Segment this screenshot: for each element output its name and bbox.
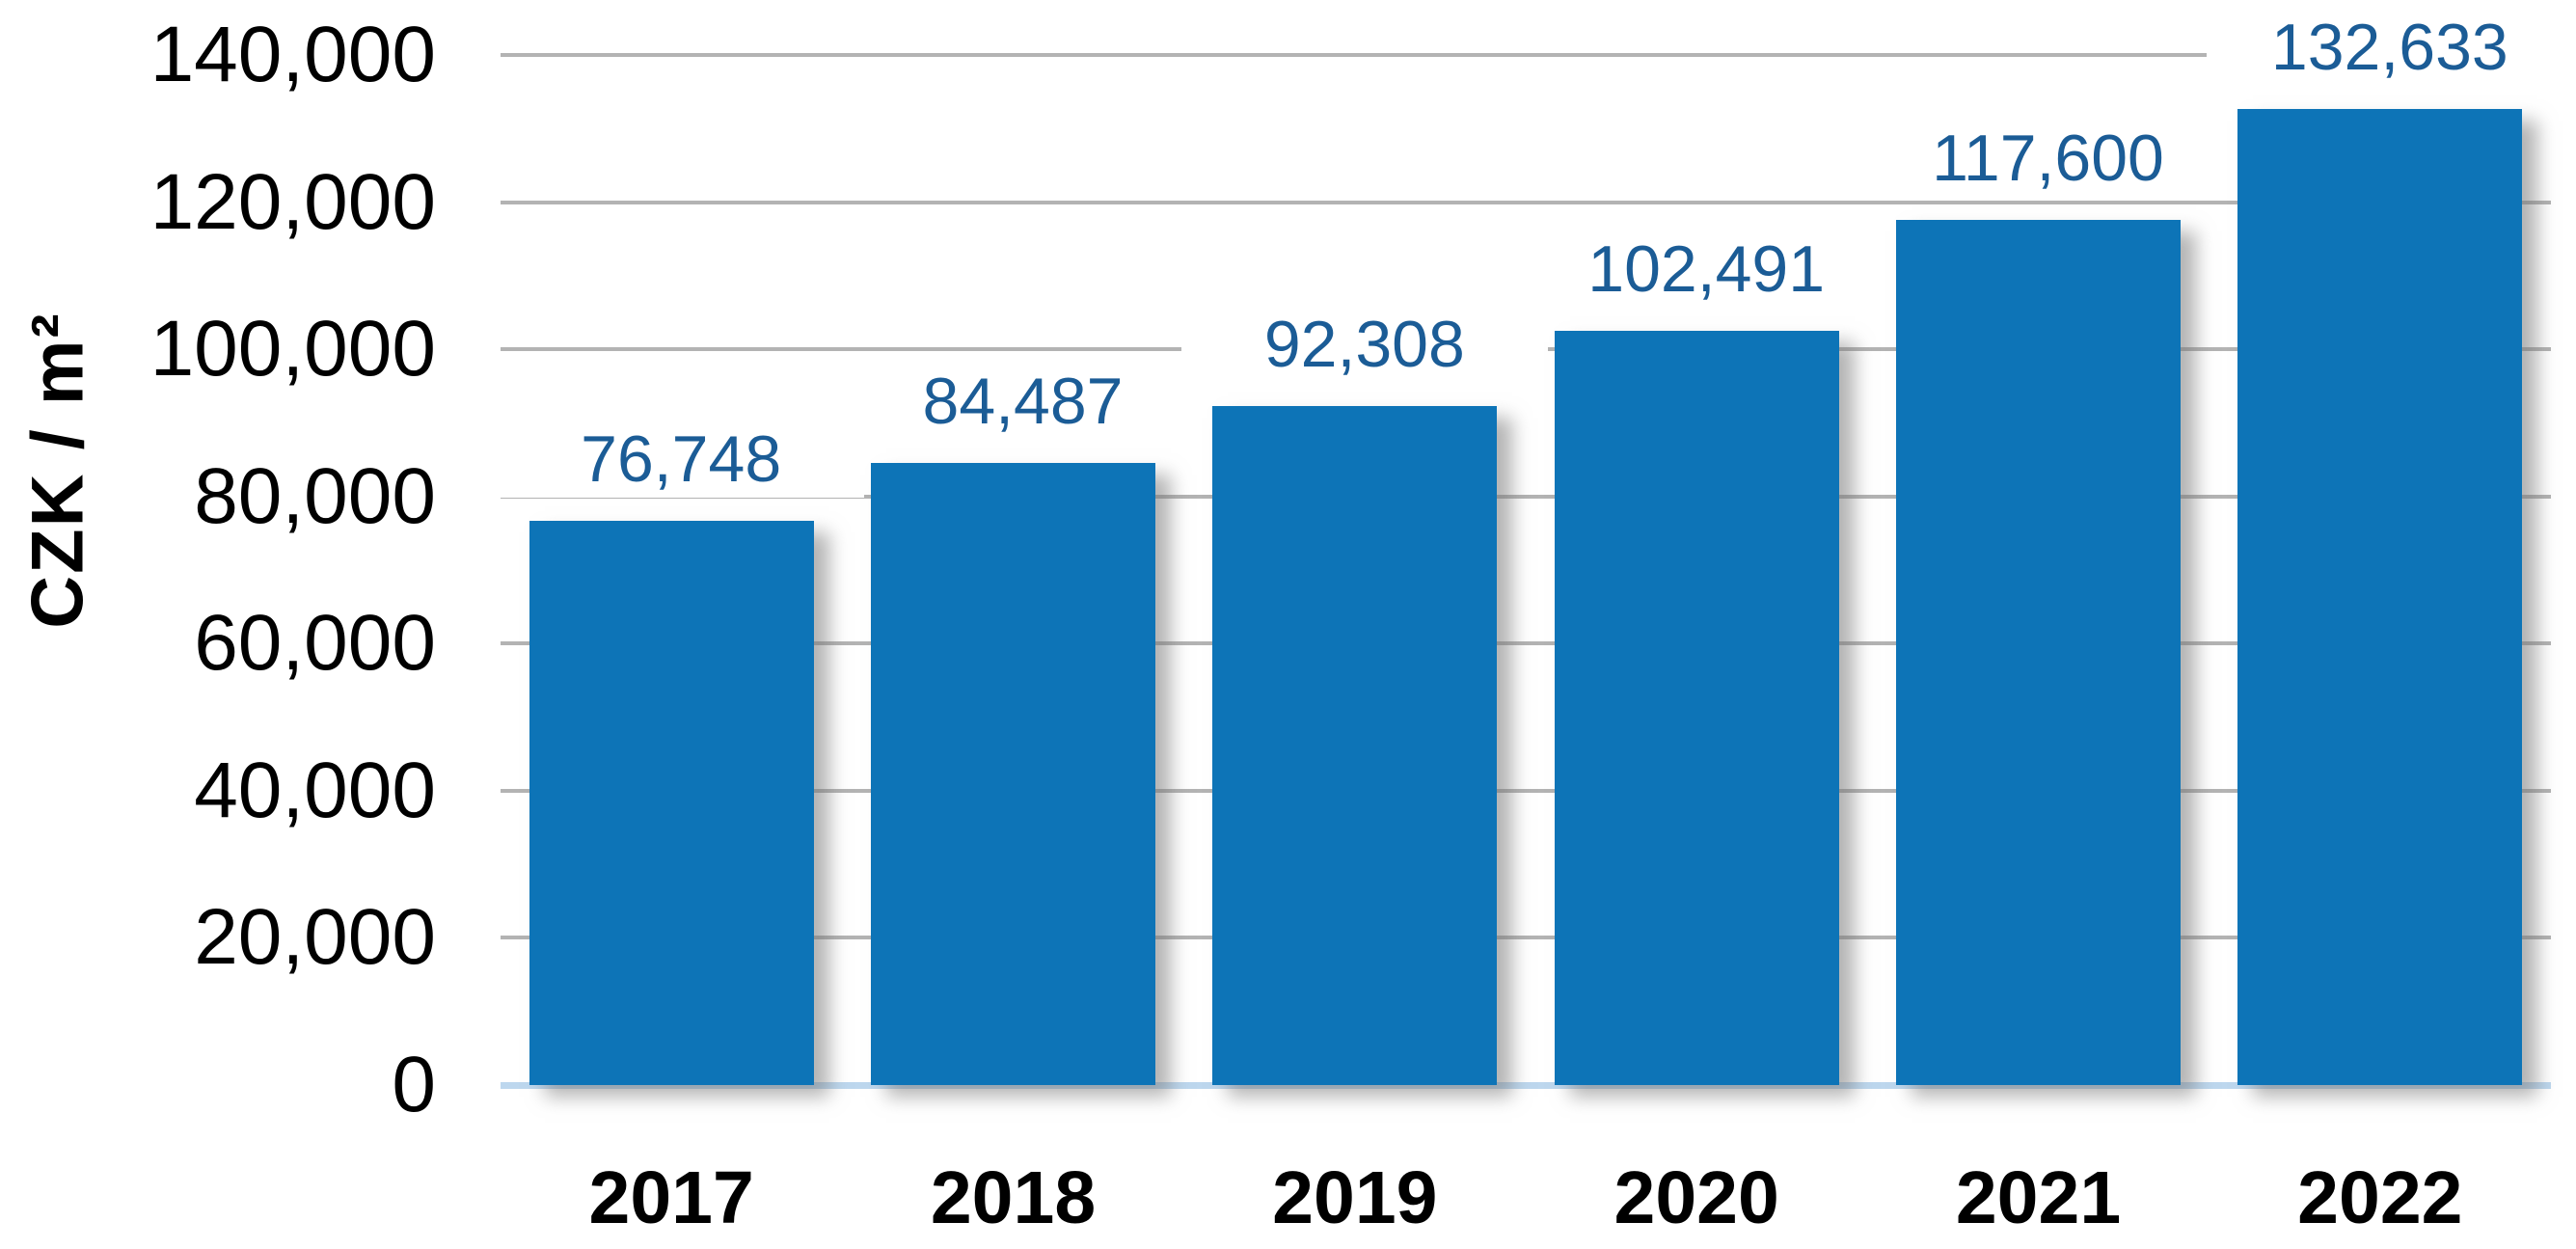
x-axis-line [501,1082,2551,1089]
gridline [501,936,2551,940]
x-axis-tick-label: 2019 [1272,1156,1438,1239]
bar-value-label: 132,633 [2206,9,2573,87]
bar-value-label: 92,308 [1180,305,1548,383]
bar-value-label: 117,600 [1864,119,2232,197]
bar [1212,405,1498,1085]
gridline [501,494,2551,499]
y-axis-tick-label: 140,000 [149,11,436,98]
bar [871,463,1155,1085]
x-axis-tick-label: 2017 [588,1156,754,1239]
x-axis-tick-label: 2018 [930,1156,1097,1239]
bar [529,520,814,1085]
x-axis-tick-label: 2020 [1613,1156,1779,1239]
gridline [501,788,2551,793]
y-axis-tick-label: 100,000 [149,305,436,394]
bar-value-label: 84,487 [839,363,1207,441]
gridline [501,200,2551,204]
bar-value-label: 102,491 [1523,231,1890,309]
y-axis-tick-label: 120,000 [149,157,436,246]
y-axis-tick-label: 40,000 [194,746,436,834]
gridline [501,641,2551,646]
y-axis-tick-label: 80,000 [194,451,436,540]
bar [2237,109,2523,1085]
y-axis-tick-label: 60,000 [194,599,436,688]
y-axis-tick-label: 0 [392,1041,436,1128]
bar-value-label: 76,748 [498,420,865,498]
x-axis-tick-label: 2021 [1955,1156,2122,1239]
bar [1896,219,2181,1085]
x-axis-tick-label: 2022 [2297,1156,2463,1239]
y-axis-tick-label: 20,000 [194,893,436,982]
gridline [501,53,2551,57]
bar [1554,331,1839,1085]
